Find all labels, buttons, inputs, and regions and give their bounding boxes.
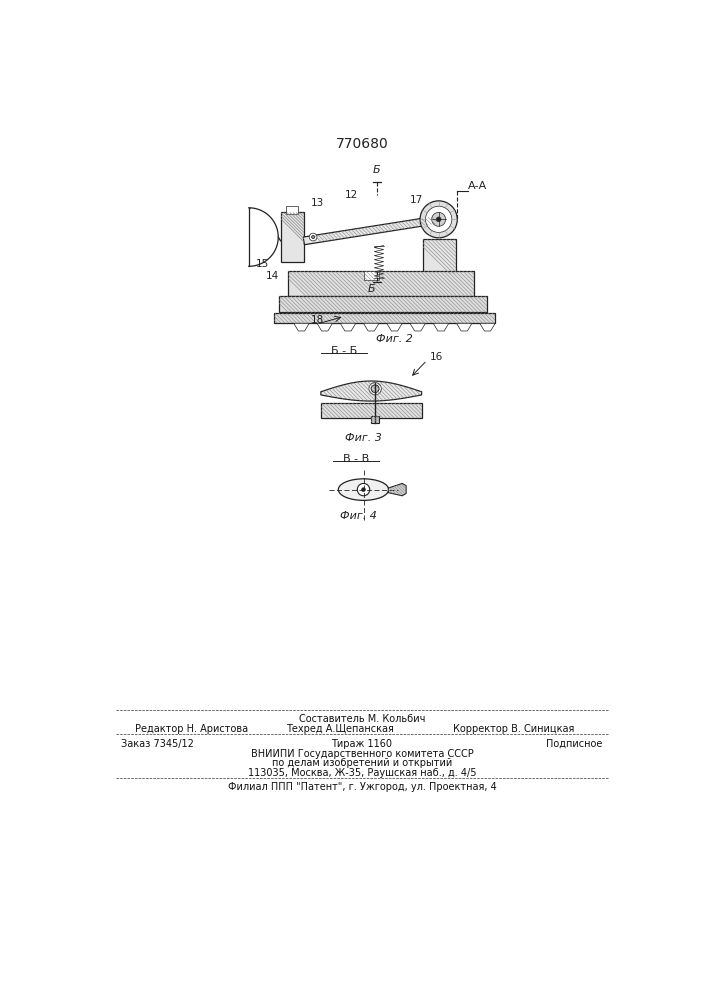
Text: ВНИИПИ Государственного комитета СССР: ВНИИПИ Государственного комитета СССР xyxy=(250,749,473,759)
Text: Редактор Н. Аристова: Редактор Н. Аристова xyxy=(135,724,248,734)
Polygon shape xyxy=(321,381,421,401)
Bar xyxy=(274,312,495,323)
Text: В - В: В - В xyxy=(343,454,369,464)
Text: 17: 17 xyxy=(409,195,423,205)
Text: Филиал ППП "Патент", г. Ужгород, ул. Проектная, 4: Филиал ППП "Патент", г. Ужгород, ул. Про… xyxy=(228,782,496,792)
Text: А-А: А-А xyxy=(468,181,487,191)
Text: 113035, Москва, Ж-35, Раушская наб., д. 4/5: 113035, Москва, Ж-35, Раушская наб., д. … xyxy=(247,768,477,778)
Text: Тираж 1160: Тираж 1160 xyxy=(332,739,392,749)
Text: 18: 18 xyxy=(310,315,324,325)
Circle shape xyxy=(426,206,452,232)
Circle shape xyxy=(436,217,441,222)
Text: Фиг. 2: Фиг. 2 xyxy=(376,334,413,344)
Polygon shape xyxy=(303,216,436,245)
Polygon shape xyxy=(387,323,402,331)
Text: 770680: 770680 xyxy=(336,137,388,151)
Text: Подписное: Подписное xyxy=(546,739,602,749)
Circle shape xyxy=(357,483,370,496)
Polygon shape xyxy=(410,323,426,331)
Text: по делам изобретений и открытий: по делам изобретений и открытий xyxy=(271,758,452,768)
Polygon shape xyxy=(433,323,449,331)
Polygon shape xyxy=(363,323,379,331)
Text: Б - Б: Б - Б xyxy=(331,346,357,356)
Text: 16: 16 xyxy=(429,352,443,362)
Text: Б: Б xyxy=(368,284,375,294)
Bar xyxy=(286,206,298,214)
Circle shape xyxy=(369,383,381,395)
Text: Техред А.Щепанская: Техред А.Щепанская xyxy=(286,724,394,734)
Text: Б: Б xyxy=(373,165,380,175)
Polygon shape xyxy=(317,323,332,331)
Circle shape xyxy=(362,488,365,491)
Text: 15: 15 xyxy=(255,259,269,269)
Text: Корректор В. Синицкая: Корректор В. Синицкая xyxy=(452,724,574,734)
Circle shape xyxy=(420,201,457,238)
Ellipse shape xyxy=(339,479,389,500)
Text: Фиг. 3: Фиг. 3 xyxy=(345,433,382,443)
Text: 12: 12 xyxy=(345,190,358,200)
Polygon shape xyxy=(388,483,406,496)
Polygon shape xyxy=(457,323,472,331)
Bar xyxy=(371,416,379,423)
Bar xyxy=(363,271,379,280)
Circle shape xyxy=(312,235,315,239)
Circle shape xyxy=(371,385,379,393)
Text: Составитель М. Кольбич: Составитель М. Кольбич xyxy=(299,714,425,724)
Polygon shape xyxy=(293,323,309,331)
Bar xyxy=(279,296,486,312)
Bar xyxy=(423,239,456,274)
Polygon shape xyxy=(340,323,356,331)
Text: Заказ 7345/12: Заказ 7345/12 xyxy=(121,739,194,749)
Bar xyxy=(321,403,421,418)
Text: 13: 13 xyxy=(311,198,325,208)
Bar xyxy=(288,271,474,296)
Text: 14: 14 xyxy=(267,271,279,281)
Bar xyxy=(281,212,304,262)
Circle shape xyxy=(432,212,445,226)
Text: Фиг. 4: Фиг. 4 xyxy=(339,511,377,521)
Circle shape xyxy=(309,233,317,241)
Polygon shape xyxy=(480,323,495,331)
